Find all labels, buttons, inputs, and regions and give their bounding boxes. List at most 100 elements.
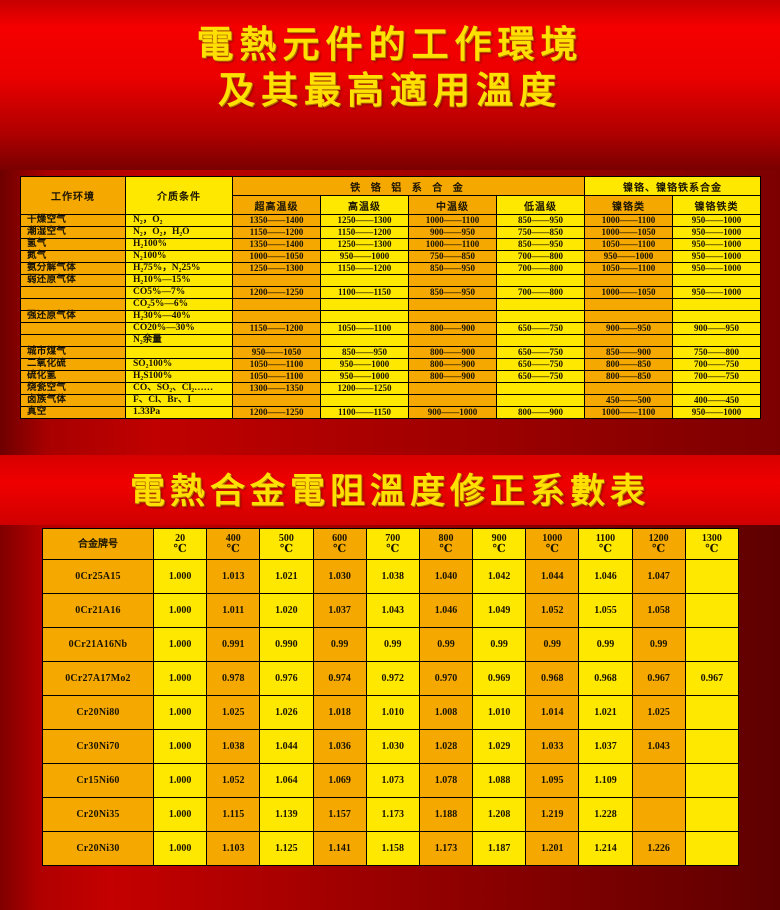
cell-range bbox=[408, 394, 497, 407]
cell-range: 900——1000 bbox=[408, 406, 497, 419]
cell-coefficient: 1.000 bbox=[152, 627, 208, 662]
cell-range: 1000——1050 bbox=[584, 286, 673, 299]
temp-value: 600 bbox=[332, 533, 348, 544]
temp-value: 500 bbox=[278, 533, 294, 544]
temp-value: 1300 bbox=[701, 533, 722, 544]
cell-coefficient: 0.978 bbox=[206, 661, 261, 696]
cell-range: 800——900 bbox=[408, 346, 497, 359]
th-temp-1100: 1100 ℃ bbox=[578, 528, 633, 560]
cell-range: 950——1000 bbox=[320, 250, 409, 263]
cell-range: 950——1000 bbox=[672, 238, 761, 251]
cell-coefficient: 1.157 bbox=[312, 797, 367, 832]
cell-range: 950——1000 bbox=[672, 214, 761, 227]
table1-header-row-2: 超高温级 高温级 中温级 低温级 镍铬类 镍铬铁类 bbox=[21, 195, 761, 215]
cell-medium: 1.33Pa bbox=[125, 406, 233, 419]
cell-range: 950——1000 bbox=[320, 370, 409, 383]
cell-range: 1150——1200 bbox=[232, 322, 321, 335]
working-environment-table: 工作环境 介质条件 铁 铬 铝 系 合 金 镍铬、镍铬铁系合金 超高温级 高温级中… bbox=[20, 176, 761, 419]
cell-range bbox=[232, 310, 321, 323]
cell-medium: H₂10%—15% bbox=[125, 274, 233, 287]
background-top-band bbox=[0, 0, 780, 170]
temp-value: 700 bbox=[385, 533, 401, 544]
cell-coefficient: 1.026 bbox=[259, 695, 314, 730]
cell-coefficient: 1.125 bbox=[259, 831, 314, 866]
cell-environment bbox=[20, 334, 126, 347]
cell-coefficient: 1.201 bbox=[525, 831, 580, 866]
cell-medium: CO5%—7% bbox=[125, 286, 233, 299]
cell-coefficient: 1.046 bbox=[418, 593, 474, 628]
table-row: 0Cr27A17Mo2 1.000 0.978 0.976 0.974 0.972 0.97… bbox=[42, 661, 740, 696]
cell-coefficient: 1.052 bbox=[525, 593, 580, 628]
table-row: 城市煤气 950——1050 850——950 800——900 650——750 850… bbox=[20, 346, 761, 359]
cell-range: 1000——1100 bbox=[584, 214, 673, 227]
cell-range: 850——950 bbox=[320, 346, 409, 359]
cell-range: 750——800 bbox=[672, 346, 761, 359]
cell-coefficient: 1.037 bbox=[578, 729, 633, 764]
cell-range: 950——1000 bbox=[672, 262, 761, 275]
cell-coefficient: 1.058 bbox=[631, 593, 686, 628]
cell-range: 950——1000 bbox=[672, 226, 761, 239]
cell-coefficient: 1.109 bbox=[578, 763, 633, 798]
cell-coefficient: 1.044 bbox=[525, 559, 580, 594]
cell-coefficient: 1.158 bbox=[365, 831, 420, 866]
cell-medium: CO、SO₂、Cl₂…… bbox=[125, 382, 233, 395]
cell-environment: 烧瓷空气 bbox=[20, 382, 126, 395]
cell-coefficient: 1.000 bbox=[152, 797, 208, 832]
cell-coefficient: 1.025 bbox=[631, 695, 686, 730]
cell-environment: 城市煤气 bbox=[20, 346, 126, 359]
cell-range: 1250——1300 bbox=[320, 214, 409, 227]
temp-value: 800 bbox=[438, 533, 454, 544]
cell-coefficient: 1.020 bbox=[259, 593, 314, 628]
cell-range: 800——900 bbox=[408, 370, 497, 383]
cell-coefficient: 1.115 bbox=[206, 797, 261, 832]
table-row: CO₂5%—6% bbox=[20, 298, 761, 311]
th-temp-20: 20 ℃ bbox=[152, 528, 208, 560]
cell-range bbox=[232, 274, 321, 287]
cell-coefficient: 1.219 bbox=[525, 797, 580, 832]
cell-medium: N₂，O₂，H₂O bbox=[125, 226, 233, 239]
cell-coefficient: 0.968 bbox=[525, 661, 580, 696]
cell-range: 1200——1250 bbox=[320, 382, 409, 395]
cell-range: 1000——1100 bbox=[584, 406, 673, 419]
cell-coefficient: 1.037 bbox=[312, 593, 367, 628]
cell-environment: 氢气 bbox=[20, 238, 126, 251]
cell-range: 1000——1050 bbox=[584, 226, 673, 239]
cell-range bbox=[408, 298, 497, 311]
cell-coefficient: 1.029 bbox=[472, 729, 527, 764]
cell-range: 1100——1150 bbox=[320, 406, 409, 419]
cell-coefficient: 1.088 bbox=[472, 763, 527, 798]
table-row: 0Cr21A16 1.000 1.011 1.020 1.037 1.043 1.046 1.… bbox=[42, 593, 740, 628]
cell-coefficient: 0.99 bbox=[578, 627, 633, 662]
table2-header-row: 合金牌号 20 ℃ 400 ℃ 500 ℃ 600 ℃ 700 ℃ 800 ℃ 900 ℃ 1000 ℃ 110… bbox=[42, 528, 740, 560]
cell-coefficient: 1.000 bbox=[152, 559, 208, 594]
table-row: 潮湿空气 N₂，O₂，H₂O 1150——1200 1150——1200 900——95… bbox=[20, 226, 761, 239]
cell-range: 1050——1100 bbox=[584, 262, 673, 275]
table-row: CO5%—7% 1200——1250 1100——1150 850——950 700——… bbox=[20, 286, 761, 299]
cell-coefficient: 1.073 bbox=[365, 763, 420, 798]
cell-range: 700——750 bbox=[672, 370, 761, 383]
cell-coefficient: 0.969 bbox=[472, 661, 527, 696]
cell-range: 1200——1250 bbox=[232, 286, 321, 299]
cell-medium: H₂30%—40% bbox=[125, 310, 233, 323]
cell-coefficient: 1.173 bbox=[365, 797, 420, 832]
degree-celsius-symbol: ℃ bbox=[439, 543, 453, 555]
cell-coefficient: 1.069 bbox=[312, 763, 367, 798]
cell-environment: 卤族气体 bbox=[20, 394, 126, 407]
cell-range bbox=[320, 298, 409, 311]
cell-range: 1100——1150 bbox=[320, 286, 409, 299]
th-group-nicr: 镍铬、镍铬铁系合金 bbox=[584, 176, 761, 196]
cell-range bbox=[232, 298, 321, 311]
th-temp-1200: 1200 ℃ bbox=[631, 528, 686, 560]
cell-coefficient: 1.040 bbox=[418, 559, 474, 594]
cell-range: 850——950 bbox=[496, 238, 585, 251]
cell-coefficient bbox=[631, 797, 686, 832]
cell-alloy-grade: 0Cr27A17Mo2 bbox=[42, 661, 154, 696]
degree-celsius-symbol: ℃ bbox=[333, 543, 347, 555]
cell-coefficient: 0.99 bbox=[418, 627, 474, 662]
table1-head: 工作环境 介质条件 铁 铬 铝 系 合 金 镍铬、镍铬铁系合金 超高温级 高温级中… bbox=[20, 176, 761, 215]
cell-coefficient: 1.228 bbox=[578, 797, 633, 832]
cell-coefficient: 1.000 bbox=[152, 661, 208, 696]
cell-coefficient: 1.095 bbox=[525, 763, 580, 798]
cell-coefficient: 1.141 bbox=[312, 831, 367, 866]
cell-range: 1250——1300 bbox=[232, 262, 321, 275]
